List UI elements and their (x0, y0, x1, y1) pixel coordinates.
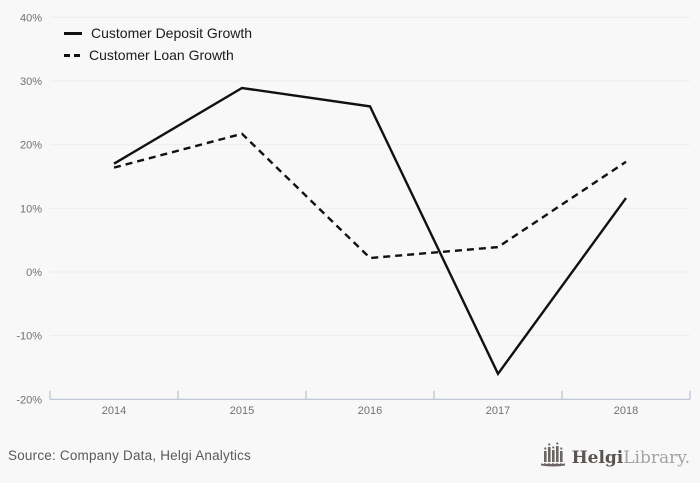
solid-line-marker-icon (64, 31, 82, 35)
legend-item-loan-growth: Customer Loan Growth (64, 47, 252, 63)
line-chart: 40% 30% 20% 10% 0% -10% -20% 2014 2015 2016 2017 20… (16, 12, 691, 417)
legend-label: Customer Loan Growth (89, 47, 234, 63)
svg-text:30%: 30% (20, 76, 42, 88)
helgi-library-logo: HelgiLibrary. (540, 442, 690, 468)
svg-text:2018: 2018 (614, 405, 638, 417)
source-attribution: Source: Company Data, Helgi Analytics (8, 447, 252, 463)
svg-text:-10%: -10% (16, 331, 42, 343)
legend-label: Customer Deposit Growth (91, 25, 253, 41)
svg-text:2016: 2016 (358, 405, 382, 417)
logo-wordmark: HelgiLibrary. (572, 448, 690, 468)
line-chart-canvas: 40% 30% 20% 10% 0% -10% -20% 2014 2015 2016 2017 20… (16, 12, 691, 417)
svg-text:2015: 2015 (230, 405, 254, 417)
svg-text:2014: 2014 (102, 405, 126, 417)
logo-text-library: Library. (623, 448, 690, 468)
chart-footer: Source: Company Data, Helgi Analytics (0, 427, 700, 483)
svg-text:-20%: -20% (16, 394, 42, 406)
city-skyline-icon (540, 442, 565, 467)
svg-text:2017: 2017 (486, 405, 510, 417)
logo-text-helgi: Helgi (571, 448, 624, 468)
chart-legend: Customer Deposit Growth Customer Loan Gr… (64, 25, 252, 63)
svg-text:40%: 40% (20, 12, 42, 24)
legend-item-deposit-growth: Customer Deposit Growth (64, 25, 252, 41)
dashed-line-marker-icon (64, 53, 80, 57)
svg-text:0%: 0% (26, 267, 42, 279)
svg-text:10%: 10% (20, 203, 42, 215)
svg-text:20%: 20% (20, 140, 42, 152)
